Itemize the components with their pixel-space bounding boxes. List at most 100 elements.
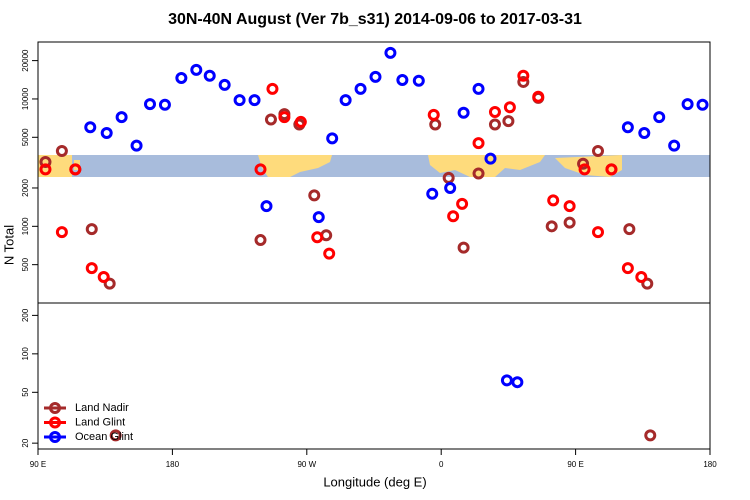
data-point bbox=[444, 181, 457, 194]
x-tick-label: 0 bbox=[439, 460, 444, 469]
y-tick-label: 5000 bbox=[21, 128, 30, 146]
data-point bbox=[605, 163, 618, 176]
data-point bbox=[488, 118, 501, 131]
data-point bbox=[638, 127, 651, 140]
data-point bbox=[457, 106, 470, 119]
x-tick-label: 90 E bbox=[567, 460, 583, 469]
data-point bbox=[484, 152, 497, 165]
legend-marker bbox=[49, 431, 61, 443]
y-tick-label: 20000 bbox=[21, 49, 30, 72]
data-point bbox=[563, 216, 576, 229]
data-point bbox=[457, 241, 470, 254]
data-point bbox=[442, 171, 455, 184]
data-point bbox=[39, 155, 52, 168]
data-point bbox=[696, 98, 709, 111]
data-point bbox=[100, 127, 113, 140]
data-point bbox=[472, 82, 485, 95]
data-point bbox=[311, 231, 324, 244]
plot-frame bbox=[37, 41, 711, 450]
data-point bbox=[503, 101, 516, 114]
data-point bbox=[577, 157, 590, 170]
data-point bbox=[97, 271, 110, 284]
data-point bbox=[447, 210, 460, 223]
y-tick-label: 200 bbox=[21, 308, 30, 322]
data-point bbox=[384, 46, 397, 59]
data-point bbox=[488, 105, 501, 118]
data-point bbox=[563, 200, 576, 213]
legend-label: Land Glint bbox=[75, 416, 125, 428]
data-point bbox=[55, 145, 68, 158]
legend-label: Land Nadir bbox=[75, 402, 129, 414]
data-point bbox=[369, 70, 382, 83]
data-point bbox=[592, 226, 604, 239]
x-tick-label: 180 bbox=[166, 460, 180, 469]
data-point bbox=[472, 167, 485, 180]
y-tick-label: 1000 bbox=[21, 217, 30, 235]
data-point bbox=[39, 163, 52, 176]
y-axis-label: N Total bbox=[1, 225, 16, 265]
data-point bbox=[668, 139, 681, 152]
data-point bbox=[339, 94, 352, 107]
data-point bbox=[294, 115, 307, 128]
y-tick-label: 100 bbox=[21, 347, 30, 361]
data-point bbox=[517, 69, 530, 82]
data-point bbox=[396, 73, 409, 86]
data-point bbox=[511, 376, 524, 389]
data-point bbox=[190, 63, 203, 76]
data-point bbox=[69, 163, 82, 176]
data-point bbox=[547, 194, 560, 207]
data-point bbox=[426, 187, 439, 200]
x-tick-label: 90 E bbox=[30, 460, 46, 469]
data-point bbox=[308, 189, 321, 202]
data-point bbox=[456, 197, 469, 210]
data-point bbox=[517, 75, 530, 88]
data-point bbox=[115, 111, 128, 124]
data-point bbox=[354, 82, 367, 95]
data-point bbox=[254, 163, 267, 176]
data-point bbox=[218, 78, 231, 91]
y-tick-label: 500 bbox=[21, 257, 30, 271]
data-point bbox=[578, 163, 591, 176]
data-point bbox=[130, 139, 143, 152]
data-point bbox=[264, 113, 277, 126]
data-point bbox=[266, 82, 279, 95]
data-point bbox=[55, 226, 68, 239]
x-tick-label: 180 bbox=[703, 460, 717, 469]
data-point bbox=[278, 111, 291, 124]
data-point bbox=[653, 111, 666, 124]
data-point bbox=[621, 121, 634, 134]
data-point bbox=[260, 200, 273, 213]
data-point bbox=[592, 145, 604, 158]
data-point bbox=[233, 94, 246, 107]
data-point bbox=[429, 118, 442, 131]
data-point bbox=[312, 211, 325, 224]
data-point bbox=[203, 69, 216, 82]
y-tick-label: 2000 bbox=[21, 179, 30, 197]
x-tick-label: 90 W bbox=[297, 460, 316, 469]
y-tick-label: 50 bbox=[21, 387, 30, 396]
data-point bbox=[84, 121, 97, 134]
data-point bbox=[85, 223, 98, 236]
data-point bbox=[85, 262, 98, 275]
data-point bbox=[175, 72, 188, 85]
data-point bbox=[472, 137, 485, 150]
chart-title: 30N-40N August (Ver 7b_s31) 2014-09-06 t… bbox=[168, 11, 582, 28]
data-point bbox=[144, 98, 156, 111]
data-point bbox=[532, 90, 545, 103]
data-point bbox=[623, 223, 636, 236]
data-point bbox=[621, 262, 634, 275]
data-point bbox=[326, 132, 339, 145]
data-point bbox=[644, 429, 657, 442]
data-point bbox=[412, 74, 425, 87]
data-point bbox=[500, 374, 513, 387]
x-axis-label: Longitude (deg E) bbox=[323, 474, 426, 489]
data-point bbox=[545, 220, 558, 233]
legend-label: Ocean Glint bbox=[75, 431, 133, 443]
data-point bbox=[427, 108, 440, 121]
data-point bbox=[502, 115, 515, 128]
data-point bbox=[323, 247, 336, 260]
y-tick-label: 10000 bbox=[21, 87, 30, 110]
data-point bbox=[635, 271, 648, 284]
data-point bbox=[109, 429, 122, 442]
